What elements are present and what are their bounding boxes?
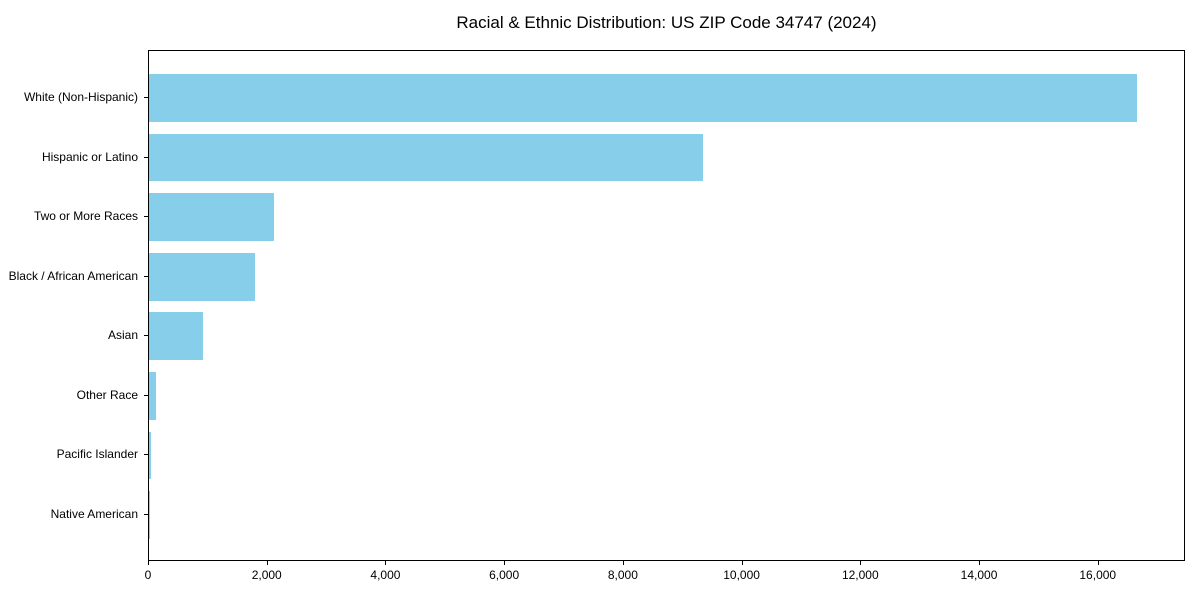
- x-axis-tick-label: 2,000: [251, 568, 282, 582]
- y-axis-label-hispanic-or-latino: Hispanic or Latino: [41, 149, 138, 164]
- x-tick-mark: [622, 561, 624, 565]
- x-tick-mark: [860, 561, 862, 565]
- x-tick-mark: [979, 561, 981, 565]
- y-tick-mark: [144, 156, 148, 158]
- x-tick-mark: [741, 561, 743, 565]
- x-tick-mark: [148, 561, 149, 565]
- y-tick-mark: [144, 454, 148, 456]
- plot-area: [148, 50, 1185, 561]
- chart-title: Racial & Ethnic Distribution: US ZIP Cod…: [456, 13, 877, 32]
- y-axis-label-black-african-american: Black / African American: [8, 268, 138, 283]
- y-axis-label-other-race: Other Race: [76, 387, 138, 402]
- y-tick-mark: [144, 275, 148, 277]
- y-axis-label-native-american: Native American: [50, 506, 138, 521]
- bar-white-non-hispanic: [149, 74, 1138, 122]
- x-axis-tick-label: 14,000: [960, 568, 998, 582]
- y-tick-mark: [144, 216, 148, 218]
- y-axis-label-two-or-more-races: Two or More Races: [33, 209, 138, 224]
- x-tick-mark: [385, 561, 387, 565]
- x-tick-mark: [266, 561, 268, 565]
- x-axis-tick-label: 10,000: [723, 568, 760, 582]
- x-axis-tick-label: 0: [144, 568, 152, 582]
- bar-native-american: [149, 491, 150, 539]
- bar-pacific-islander: [149, 431, 152, 480]
- bar-black-african-american: [149, 252, 255, 301]
- y-axis-label-asian: Asian: [107, 328, 138, 343]
- x-axis-tick-label: 12,000: [841, 568, 879, 582]
- x-axis-tick-label: 16,000: [1079, 568, 1117, 582]
- y-tick-mark: [144, 513, 148, 515]
- bar-two-or-more-races: [149, 193, 274, 241]
- x-tick-mark: [1097, 561, 1099, 565]
- bar-asian: [149, 312, 204, 361]
- bar-other-race: [149, 372, 157, 420]
- bar-hispanic-or-latino: [149, 133, 703, 182]
- y-tick-mark: [144, 97, 148, 99]
- y-tick-mark: [144, 335, 148, 337]
- x-axis-tick-label: 6,000: [489, 568, 520, 582]
- x-axis-tick-label: 4,000: [370, 568, 401, 582]
- y-axis-label-pacific-islander: Pacific Islander: [56, 447, 138, 462]
- x-axis-tick-label: 8,000: [607, 568, 638, 582]
- y-axis-label-white-non-hispanic: White (Non-Hispanic): [23, 90, 138, 105]
- x-tick-mark: [504, 561, 506, 565]
- y-tick-mark: [144, 394, 148, 396]
